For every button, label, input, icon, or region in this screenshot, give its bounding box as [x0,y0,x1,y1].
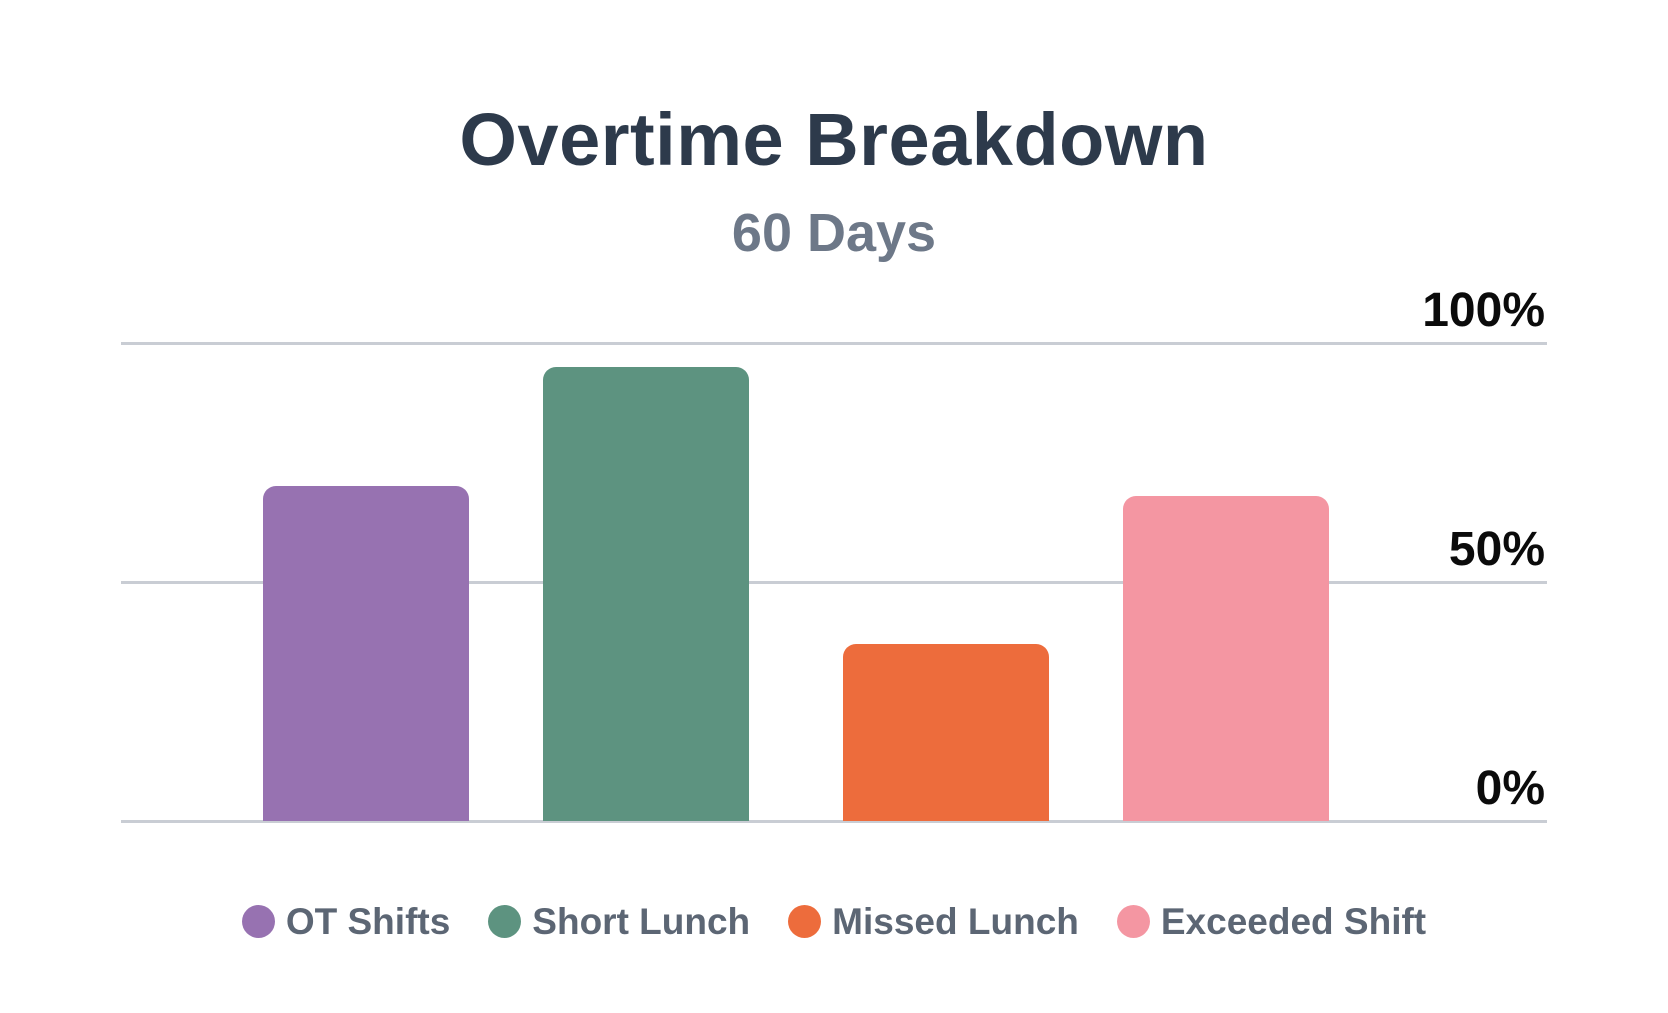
gridline-0pct [121,819,1547,823]
legend-item-short-lunch[interactable]: Short Lunch [488,903,750,940]
legend-swatch-ot-shifts [241,904,275,938]
legend-item-exceeded-shift[interactable]: Exceeded Shift [1116,900,1427,942]
chart-subtitle: 60 Days [731,203,937,263]
chart-title: Overtime Breakdown [459,98,1209,181]
legend: OT Shifts Short Lunch Missed Lunch Exceeded… [0,890,1668,952]
gridline-100pct [121,341,1547,345]
bar-short-lunch[interactable] [543,366,749,821]
legend-swatch-short-lunch [488,904,522,938]
legend-item-missed-lunch[interactable]: Missed Lunch [788,903,1079,940]
legend-label: OT Shifts [285,900,451,942]
plot-area: 100% 50% 0% [121,287,1547,823]
y-tick-label: 0% [1475,762,1545,815]
legend-label: Missed Lunch [832,900,1079,942]
legend-item-ot-shifts[interactable]: OT Shifts [241,900,451,942]
bar-exceeded-shift[interactable] [1123,495,1329,821]
legend-swatch-exceeded-shift [1116,904,1150,938]
legend-label: Short Lunch [532,900,751,942]
bar-ot-shifts[interactable] [263,486,469,821]
y-tick-label: 100% [1422,284,1545,337]
bar-missed-lunch[interactable] [843,644,1049,821]
gridline-50pct [121,580,1547,584]
y-tick-label: 50% [1448,523,1545,576]
legend-label: Exceeded Shift [1160,900,1427,942]
legend-swatch-missed-lunch [788,904,822,938]
